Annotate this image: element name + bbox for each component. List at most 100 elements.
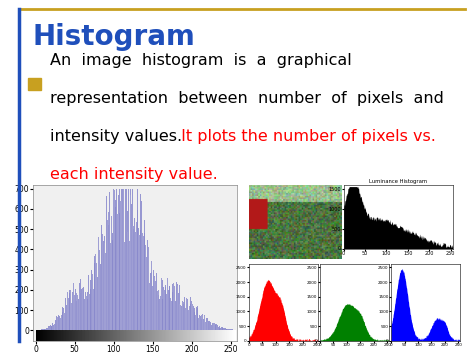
Bar (149, 284, 150, 330)
Bar (114, 190, 115, 330)
Bar (166, 294, 167, 330)
Bar (179, 285, 180, 330)
Bar (212, 323, 213, 330)
Bar (47, 327, 48, 330)
Bar (150, 273, 151, 330)
Bar (49, 326, 50, 330)
Bar (187, 299, 188, 330)
Bar (42, 329, 43, 330)
Bar (205, 322, 206, 330)
Bar (71, 303, 72, 330)
Bar (103, 241, 104, 330)
Bar (216, 324, 217, 330)
Bar (58, 316, 59, 330)
Bar (84, 299, 85, 330)
Bar (145, 233, 146, 330)
Bar (209, 321, 210, 330)
Bar (146, 257, 147, 330)
Bar (76, 293, 77, 330)
Bar (116, 189, 117, 330)
Bar (214, 323, 215, 330)
Bar (199, 315, 200, 330)
Bar (44, 329, 45, 330)
Bar (185, 308, 186, 330)
Bar (164, 290, 165, 330)
Bar (123, 189, 124, 330)
Bar (90, 280, 91, 330)
Bar (92, 274, 93, 330)
Bar (222, 328, 223, 330)
Bar (234, 329, 235, 330)
Bar (82, 288, 83, 330)
Bar (63, 312, 64, 330)
Bar (74, 295, 75, 330)
Bar (187, 307, 188, 330)
Bar (73, 283, 74, 330)
Bar (193, 306, 194, 330)
Bar (180, 305, 181, 330)
Bar (40, 329, 41, 330)
Bar (136, 222, 137, 330)
Bar (232, 329, 233, 330)
Bar (165, 285, 166, 330)
Bar (95, 254, 96, 330)
Bar (100, 225, 101, 330)
Bar (135, 233, 136, 330)
Bar (178, 293, 179, 330)
Bar (116, 200, 117, 330)
Bar (151, 261, 152, 330)
Bar (48, 327, 49, 330)
Bar (215, 326, 216, 330)
Bar (216, 324, 217, 330)
Bar (105, 253, 106, 330)
Bar (201, 315, 202, 330)
Bar (125, 189, 126, 330)
Bar (129, 195, 130, 330)
Bar (100, 264, 101, 330)
Bar (155, 281, 156, 330)
Bar (61, 315, 62, 330)
Bar (211, 324, 212, 330)
Bar (97, 277, 98, 330)
Bar (151, 272, 152, 330)
Bar (203, 318, 204, 330)
Bar (138, 228, 139, 330)
Bar (161, 278, 162, 330)
Bar (94, 256, 95, 330)
Bar (162, 280, 163, 330)
Bar (64, 312, 65, 330)
Bar (206, 318, 207, 330)
Bar (54, 324, 55, 330)
Bar (181, 306, 182, 330)
Bar (117, 213, 118, 330)
Bar (133, 226, 134, 330)
Bar (182, 302, 183, 330)
Bar (59, 316, 60, 330)
Bar (218, 327, 219, 330)
Bar (200, 316, 201, 330)
Bar (91, 271, 92, 330)
Bar (113, 189, 114, 330)
Bar (227, 329, 228, 330)
Bar (46, 328, 47, 330)
Bar (170, 297, 171, 330)
Bar (221, 327, 222, 330)
Bar (228, 329, 229, 330)
Bar (204, 316, 205, 330)
Bar (224, 328, 225, 330)
Bar (168, 290, 169, 330)
Title: Luminance Histogram: Luminance Histogram (369, 179, 427, 184)
Bar (183, 304, 184, 330)
Bar (108, 212, 109, 330)
Bar (56, 316, 57, 330)
Bar (70, 290, 71, 330)
Bar (141, 201, 142, 330)
Bar (160, 296, 161, 330)
Bar (112, 233, 113, 330)
Bar (120, 201, 121, 330)
Bar (164, 287, 165, 330)
Bar (162, 299, 163, 330)
Bar (128, 189, 129, 330)
Bar (80, 294, 81, 330)
Bar (122, 189, 123, 330)
